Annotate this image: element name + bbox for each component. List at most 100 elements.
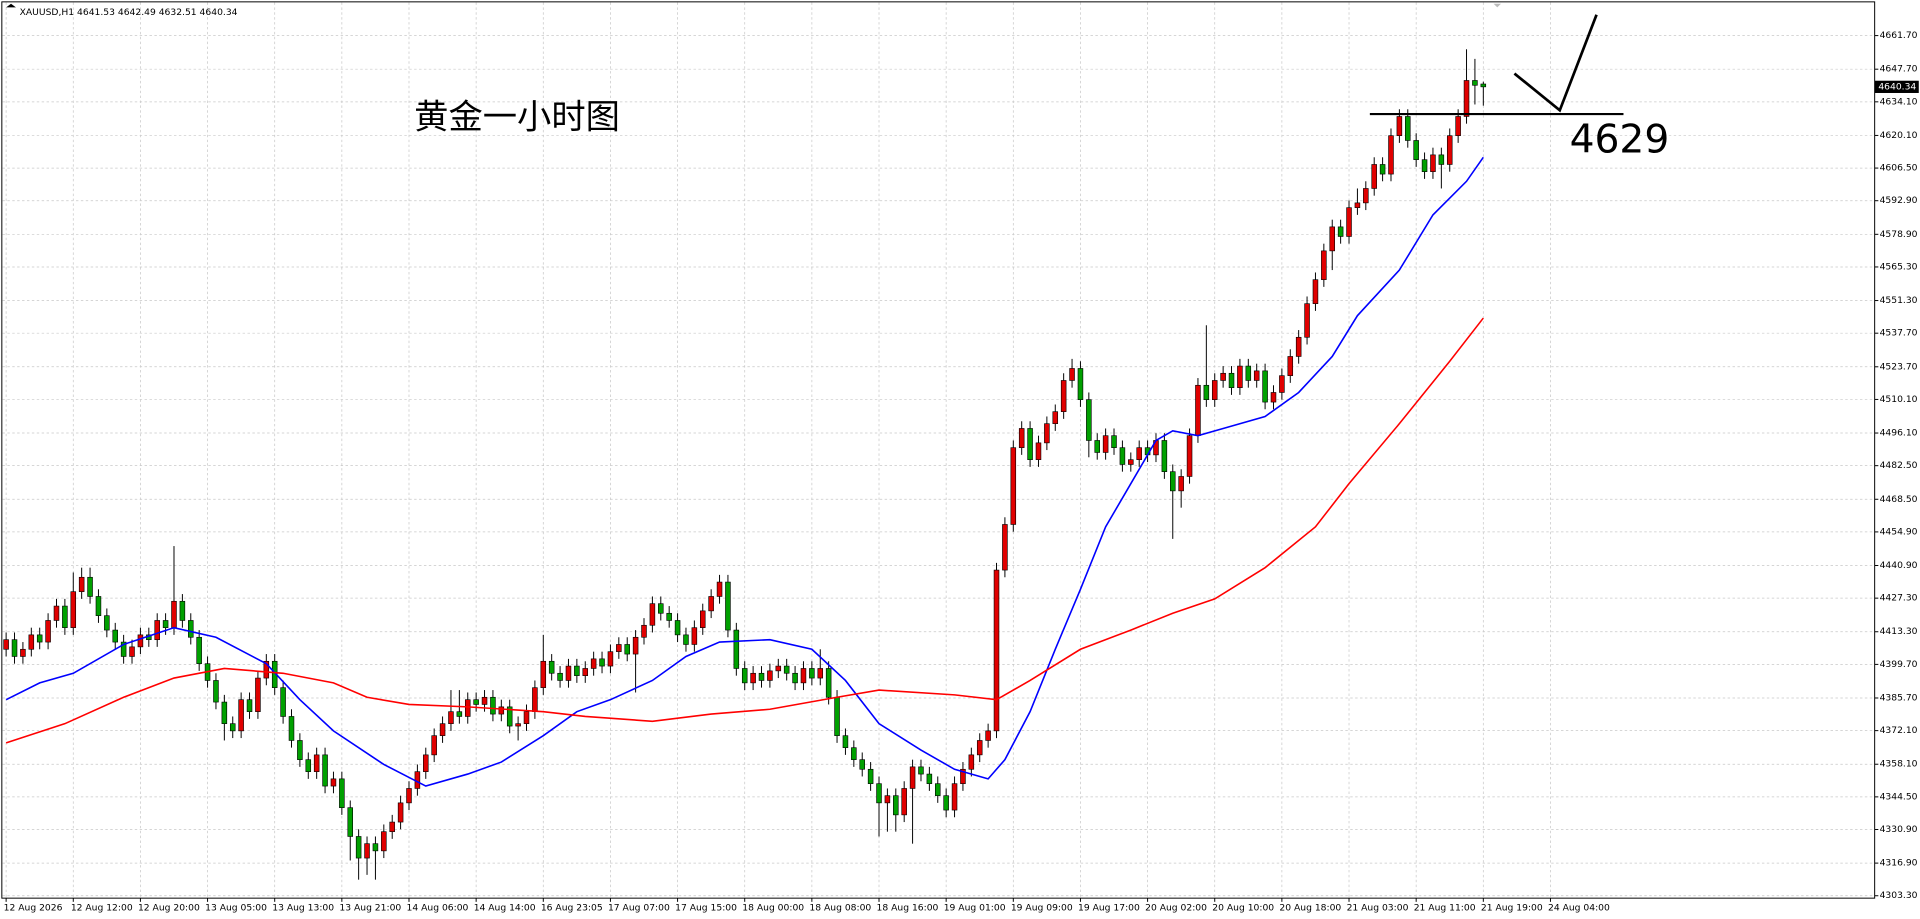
y-tick-label: 4316.90	[1880, 858, 1918, 869]
candle-body	[976, 740, 983, 756]
candle-body	[229, 723, 236, 732]
candle-body	[78, 576, 85, 592]
y-tick-label: 4592.90	[1880, 195, 1918, 206]
candle-body	[767, 670, 773, 681]
candle-body	[406, 788, 412, 804]
x-tick-label: 21 Aug 19:00	[1481, 902, 1543, 913]
candle-body	[45, 620, 51, 643]
candle-body	[1363, 188, 1369, 204]
candle-body	[263, 660, 270, 679]
candle-body	[1463, 80, 1470, 117]
candle-body	[565, 665, 572, 681]
y-tick-label: 4399.70	[1880, 659, 1918, 670]
candle-body	[70, 591, 77, 628]
x-tick-label: 19 Aug 09:00	[1011, 902, 1073, 913]
x-tick-label: 19 Aug 01:00	[944, 902, 1006, 913]
candle-body	[1052, 411, 1059, 424]
x-tick-label: 13 Aug 05:00	[205, 902, 267, 913]
candle-body	[1069, 368, 1075, 381]
candle-body	[20, 648, 26, 657]
candle-body	[196, 636, 202, 664]
candle-body	[490, 696, 496, 715]
candle-body	[935, 783, 941, 796]
candle-body	[1346, 207, 1352, 237]
candle-body	[792, 672, 798, 684]
shift-marker	[1493, 3, 1501, 8]
candle-body	[1035, 442, 1042, 460]
y-tick-label: 4372.10	[1880, 725, 1918, 736]
candle-body	[347, 807, 354, 837]
candle-body	[53, 605, 60, 621]
candle-body	[1111, 435, 1117, 448]
candle-body	[162, 620, 169, 628]
candle-body	[649, 603, 656, 626]
candle-body	[607, 651, 614, 667]
candle-body	[498, 706, 505, 715]
candle-body	[926, 773, 933, 784]
candle-body	[431, 735, 437, 756]
candle-body	[1002, 524, 1008, 571]
candle-body	[11, 639, 18, 657]
candle-body	[590, 658, 597, 669]
candle-body	[1237, 365, 1243, 388]
candle-body	[3, 639, 9, 650]
candle-body	[1413, 140, 1419, 160]
y-tick-label: 4413.30	[1880, 626, 1918, 637]
candle-body	[423, 754, 429, 772]
candle-body	[658, 603, 664, 614]
candle-body	[893, 795, 899, 816]
candle-body	[1379, 164, 1386, 175]
candle-body	[330, 778, 337, 787]
candle-body	[574, 665, 580, 676]
candle-body	[1371, 164, 1377, 189]
candle-body	[179, 600, 186, 621]
x-tick-label: 13 Aug 13:00	[272, 902, 334, 913]
candle-body	[1178, 476, 1184, 492]
y-tick-label: 4440.90	[1880, 560, 1918, 571]
candle-body	[1262, 370, 1268, 403]
y-tick-label: 4510.10	[1880, 394, 1918, 405]
y-tick-label: 4303.30	[1880, 890, 1918, 901]
y-tick-label: 4647.70	[1880, 64, 1918, 75]
x-tick-label: 17 Aug 15:00	[675, 902, 737, 913]
candle-body	[1396, 116, 1403, 136]
x-tick-label: 24 Aug 04:00	[1548, 902, 1610, 913]
candle-body	[238, 699, 244, 732]
candle-body	[968, 754, 975, 770]
candle-body	[809, 668, 815, 679]
candle-body	[213, 680, 219, 703]
candle-body	[851, 747, 857, 760]
candle-body	[1329, 226, 1335, 252]
ma-line	[5, 317, 1484, 744]
candle-body	[246, 699, 253, 712]
ma-line	[5, 156, 1484, 787]
candle-body	[1228, 372, 1235, 388]
candle-body	[632, 636, 639, 655]
y-tick-label: 4661.70	[1880, 30, 1918, 41]
x-tick-label: 12 Aug 12:00	[71, 902, 133, 913]
candle-body	[532, 687, 538, 712]
candle-body	[1195, 384, 1201, 436]
candle-body	[120, 641, 127, 657]
y-tick-label: 4454.90	[1880, 526, 1918, 537]
candle-body	[699, 610, 706, 628]
candle-body	[800, 668, 807, 684]
candle-body	[1186, 435, 1193, 477]
x-tick-label: 21 Aug 11:00	[1414, 902, 1476, 913]
x-tick-label: 20 Aug 02:00	[1145, 902, 1207, 913]
candle-body	[1446, 135, 1453, 165]
y-tick-label: 4634.10	[1880, 96, 1918, 107]
candle-body	[1279, 375, 1285, 393]
candle-body	[1287, 356, 1294, 376]
candle-body	[1077, 368, 1084, 400]
candle-body	[439, 723, 446, 736]
candle-body	[540, 660, 547, 688]
candle-body	[288, 716, 295, 741]
candle-body	[674, 620, 681, 636]
candle-body	[28, 634, 35, 650]
candle-body	[397, 802, 404, 823]
plot-frame	[1, 1, 1876, 899]
candle-body	[506, 706, 513, 727]
y-tick-label: 4578.90	[1880, 229, 1918, 240]
candle-body	[36, 634, 43, 643]
